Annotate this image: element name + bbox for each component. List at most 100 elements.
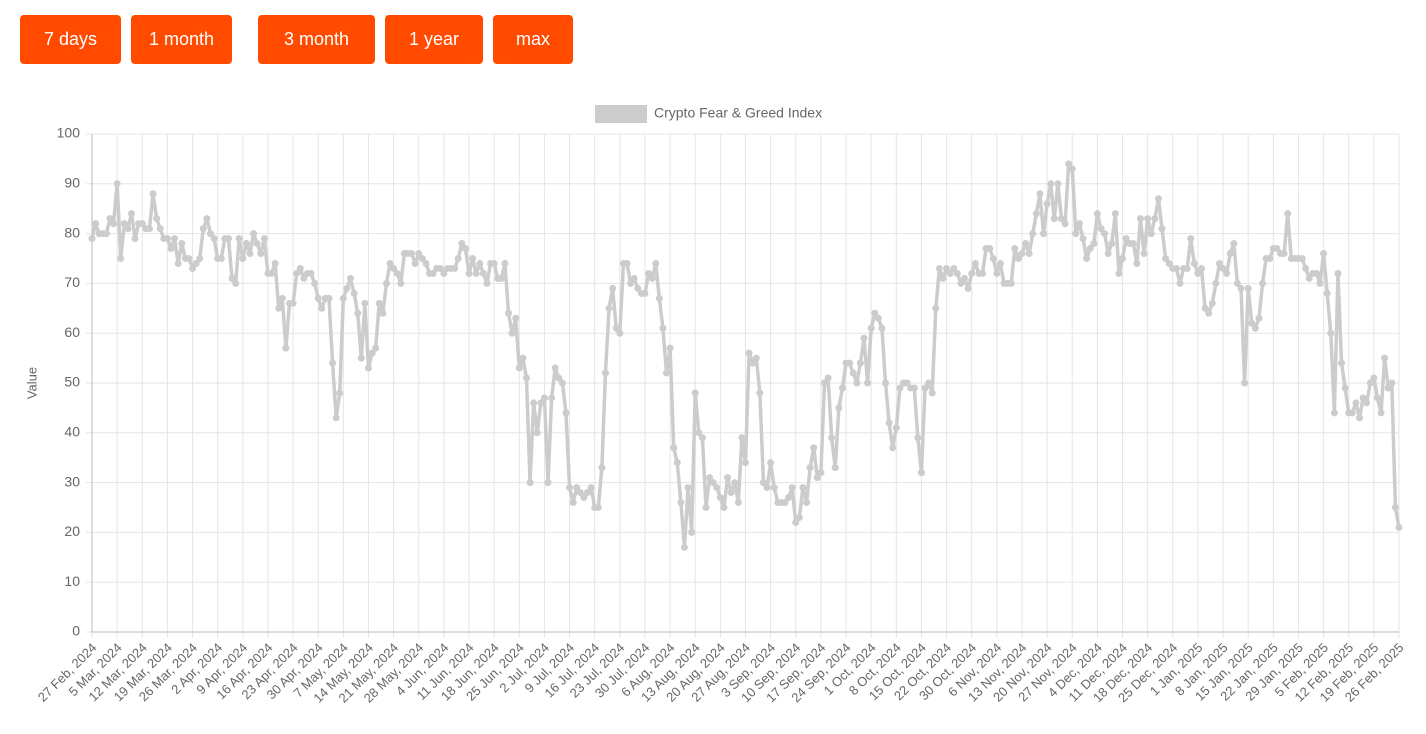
data-point [1280,250,1288,258]
data-point [375,299,383,307]
data-point [1079,235,1087,243]
data-point [217,255,225,262]
data-point [1298,255,1306,262]
data-point [1302,264,1310,272]
data-point [332,414,340,422]
data-point [314,294,322,302]
data-point [1065,160,1073,168]
data-point [953,269,961,277]
data-point [663,369,671,377]
range-button[interactable]: 3 month [258,15,375,64]
data-point [1011,245,1019,253]
data-point [957,279,965,287]
data-point [519,354,527,362]
data-point [235,235,243,243]
data-point [1072,230,1080,238]
data-point [1097,225,1105,233]
data-point [113,180,121,188]
data-point [828,434,836,442]
data-point [1115,269,1123,277]
data-point [781,499,789,507]
data-point [1133,259,1141,267]
data-point [393,269,401,277]
data-point [167,245,175,253]
data-point [903,379,911,387]
data-point [785,494,793,502]
data-point [767,459,775,467]
y-tick-label: 50 [64,374,80,390]
data-point [1244,284,1252,292]
data-point [382,279,390,287]
data-point [1198,264,1206,272]
data-point [795,513,803,521]
data-point [573,484,581,492]
data-point [1316,279,1324,287]
range-button[interactable]: 7 days [20,15,121,64]
data-point [677,499,685,507]
data-point [968,269,976,277]
data-point [756,389,764,397]
data-point [569,499,577,507]
data-point [1205,309,1213,317]
data-point [1007,279,1015,287]
data-point [1165,259,1173,267]
data-point [993,269,1001,277]
data-point [1043,200,1051,208]
data-point [885,419,893,427]
data-point [476,259,484,267]
data-point [343,284,351,292]
range-button[interactable]: 1 month [131,15,232,64]
data-point [655,294,663,302]
data-point [1047,180,1055,188]
data-point [609,284,617,292]
data-point [1061,220,1069,228]
data-point [688,528,696,536]
data-point [110,220,118,228]
y-tick-label: 10 [64,573,80,589]
data-point [558,379,566,387]
data-point [1212,279,1220,287]
data-point [892,424,900,432]
data-point [652,259,660,267]
data-point [742,459,749,467]
data-point [364,364,372,372]
data-point [479,269,487,277]
range-button[interactable]: max [493,15,573,64]
data-point [451,264,459,272]
data-point [260,235,268,243]
data-point [867,324,875,332]
data-point [562,409,570,417]
data-point [1273,245,1281,253]
data-point [533,429,541,437]
data-point [605,304,613,312]
data-point [257,250,265,258]
data-point [846,359,854,367]
data-point [856,359,864,367]
data-point [1284,210,1292,218]
data-point [1388,379,1396,387]
data-point [199,225,207,233]
data-point [874,314,882,322]
data-point [1370,374,1378,382]
data-point [250,230,258,238]
data-point [530,399,538,407]
data-point [648,274,656,282]
data-point [601,369,609,377]
data-point [1036,190,1044,198]
data-point [799,484,807,492]
data-point [1305,274,1313,282]
data-point [461,245,469,253]
data-point [1014,255,1022,262]
data-point [336,389,344,397]
data-point [838,384,846,392]
data-point [698,434,706,442]
data-point [684,484,692,492]
range-button[interactable]: 1 year [385,15,483,64]
y-tick-label: 0 [72,623,80,639]
y-tick-label: 80 [64,224,80,240]
data-point [1366,379,1374,387]
y-tick-label: 100 [57,125,81,141]
data-point [293,269,301,277]
data-point [203,215,211,223]
data-point [1054,180,1062,188]
